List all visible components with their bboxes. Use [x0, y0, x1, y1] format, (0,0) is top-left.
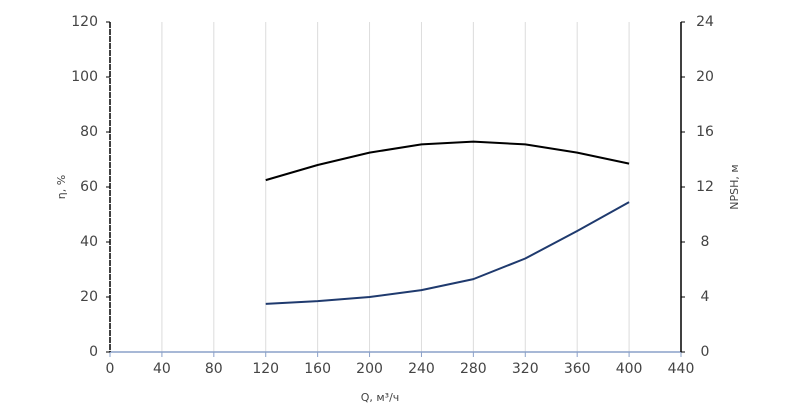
y-tick-label: 40 [80, 234, 98, 250]
x-tick-label: 280 [460, 361, 487, 377]
x-tick-label: 160 [304, 361, 331, 377]
y-axis-label: η, % [55, 175, 68, 199]
x-tick-label: 440 [668, 361, 695, 377]
y-tick-label: 120 [71, 14, 98, 30]
y2-tick-label: 24 [696, 14, 714, 30]
y2-tick-label: 4 [701, 289, 710, 305]
y2-tick-label: 20 [696, 69, 714, 85]
y-tick-label: 100 [71, 69, 98, 85]
y-tick-label: 0 [89, 344, 98, 360]
x-tick-label: 320 [512, 361, 539, 377]
y2-axis-label: NPSH, м [728, 164, 741, 209]
y2-tick-label: 16 [696, 124, 714, 140]
y2-tick-label: 8 [701, 234, 710, 250]
x-tick-label: 120 [252, 361, 279, 377]
y2-tick-label: 0 [701, 344, 710, 360]
x-tick-label: 200 [356, 361, 383, 377]
x-tick-label: 80 [205, 361, 223, 377]
series-line [265, 201, 630, 305]
y-tick-label: 80 [80, 124, 98, 140]
y-tick-label: 20 [80, 289, 98, 305]
x-tick-label: 360 [564, 361, 591, 377]
x-tick-label: 240 [408, 361, 435, 377]
x-tick-label: 400 [616, 361, 643, 377]
y-tick-label: 60 [80, 179, 98, 195]
series-line [265, 140, 630, 182]
y2-tick-label: 12 [696, 179, 714, 195]
x-tick-label: 0 [106, 361, 115, 377]
x-axis-label: Q, м³/ч [361, 391, 400, 404]
x-tick-label: 40 [153, 361, 171, 377]
